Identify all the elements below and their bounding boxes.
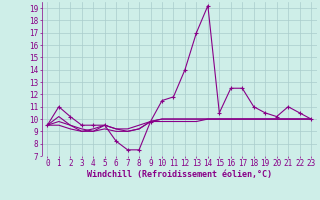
X-axis label: Windchill (Refroidissement éolien,°C): Windchill (Refroidissement éolien,°C) (87, 170, 272, 179)
